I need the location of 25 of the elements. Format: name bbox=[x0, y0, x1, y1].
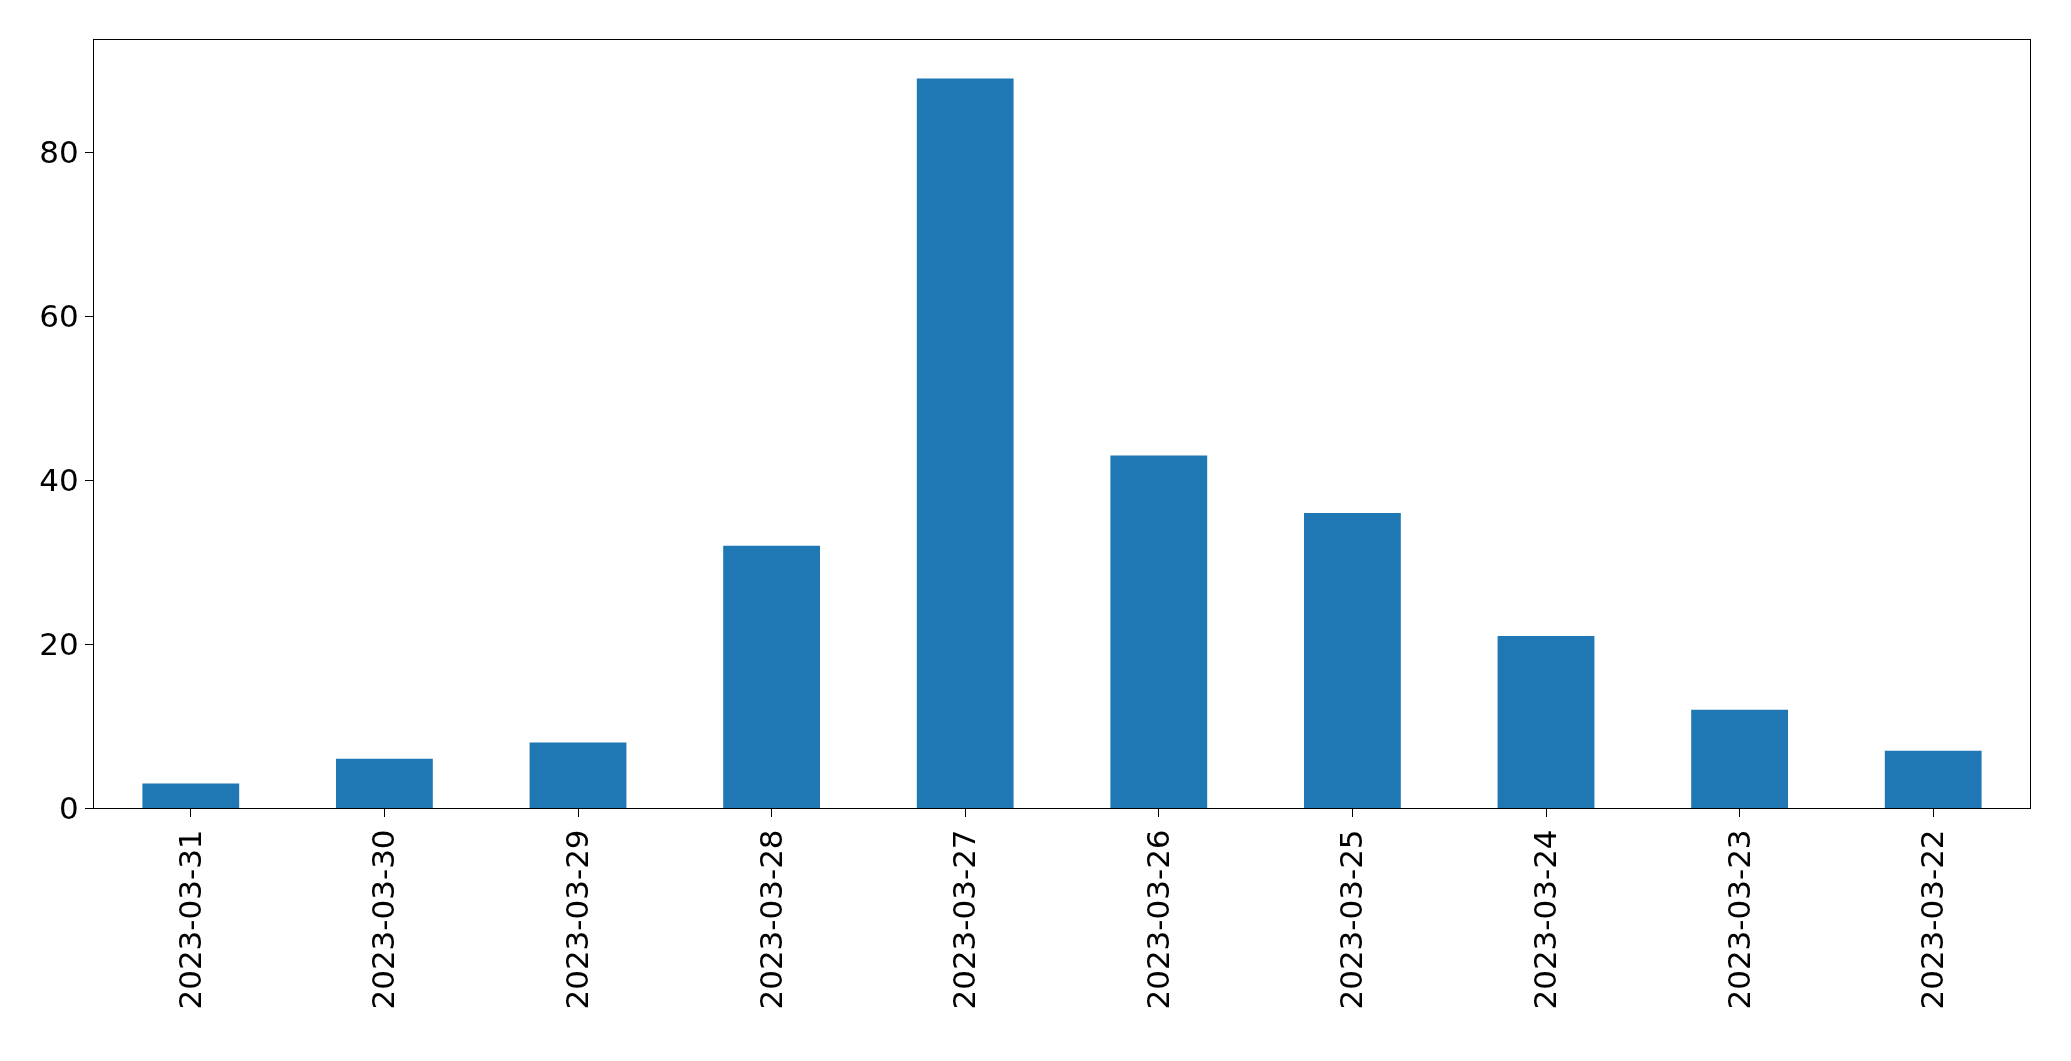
x-tick-label: 2023-03-22 bbox=[1914, 829, 1951, 1010]
y-tick-label: 0 bbox=[59, 789, 79, 826]
x-tick-label: 2023-03-24 bbox=[1527, 829, 1564, 1010]
bar bbox=[1497, 635, 1595, 808]
bar bbox=[723, 545, 820, 808]
y-tick-label: 40 bbox=[39, 462, 79, 498]
bar bbox=[529, 742, 627, 808]
x-tick-label: 2023-03-30 bbox=[365, 829, 402, 1010]
bar bbox=[1304, 512, 1401, 808]
x-tick-label: 2023-03-27 bbox=[946, 829, 983, 1010]
x-tick-label: 2023-03-31 bbox=[171, 829, 208, 1010]
y-tick-label: 20 bbox=[39, 625, 79, 662]
bar bbox=[336, 758, 433, 808]
bar bbox=[1110, 455, 1208, 808]
x-tick-label: 2023-03-28 bbox=[752, 829, 789, 1010]
y-tick-label: 60 bbox=[39, 298, 79, 335]
bar bbox=[916, 78, 1014, 808]
bar bbox=[1691, 709, 1788, 808]
bar bbox=[142, 783, 240, 808]
y-tick-label: 80 bbox=[39, 134, 79, 171]
bar bbox=[1884, 750, 1982, 808]
x-tick-label: 2023-03-26 bbox=[1139, 829, 1176, 1010]
x-tick-label: 2023-03-29 bbox=[559, 829, 596, 1010]
x-tick-label: 2023-03-23 bbox=[1720, 829, 1757, 1010]
x-tick-label: 2023-03-25 bbox=[1333, 829, 1370, 1010]
